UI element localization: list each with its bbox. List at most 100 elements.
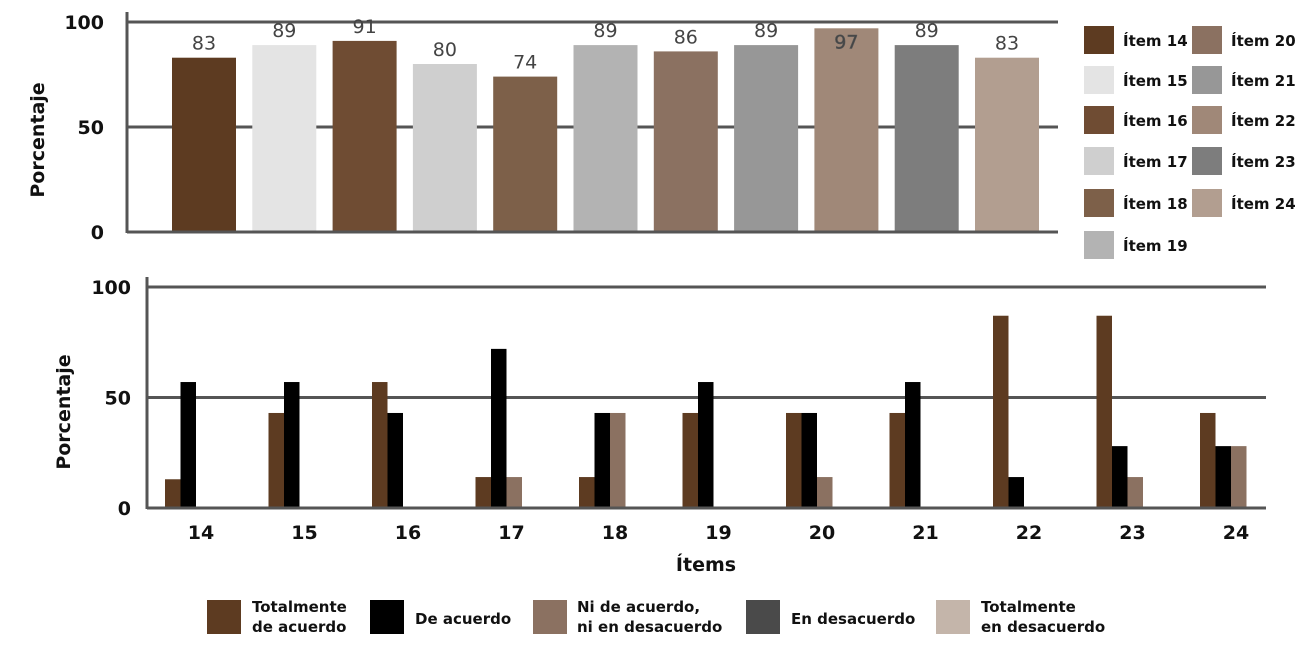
- bottom-bar: [1096, 315, 1112, 508]
- bottom-y-tick-label: 50: [105, 388, 131, 410]
- top-legend-swatch: [1084, 66, 1114, 94]
- bottom-y-axis-title: Porcentaje: [53, 354, 75, 469]
- top-legend-swatch: [1084, 189, 1114, 217]
- top-y-axis-title: Porcentaje: [27, 82, 49, 197]
- bottom-x-tick-label: 15: [291, 522, 317, 544]
- top-legend-label: Ítem 21: [1231, 71, 1296, 90]
- top-bar-chart: 83 89 91 80 74 89 86 89 97 89 83 0 50 100 Porcentaje: [27, 12, 1058, 244]
- top-y-tick-label: 50: [78, 117, 104, 139]
- bottom-bar: [1008, 477, 1024, 508]
- bottom-y-tick-label: 100: [91, 277, 131, 299]
- bottom-legend-swatch: [207, 600, 241, 634]
- bottom-bar: [579, 477, 595, 508]
- top-legend-swatch: [1192, 66, 1222, 94]
- top-legend-label: Ítem 22: [1231, 111, 1296, 130]
- top-bar: [573, 45, 638, 232]
- bottom-bar: [1200, 412, 1216, 508]
- bottom-bar: [1215, 446, 1231, 508]
- bottom-x-tick-label: 14: [188, 522, 214, 544]
- bottom-x-axis-title: Ítems: [676, 553, 736, 576]
- top-value-label: 97: [834, 31, 858, 53]
- top-legend-swatch: [1192, 189, 1222, 217]
- bottom-bar: [1112, 446, 1128, 508]
- bottom-legend-label: Ni de acuerdo,: [577, 598, 700, 616]
- top-legend-label: Ítem 20: [1231, 31, 1296, 50]
- top-legend: Ítem 14 Ítem 15 Ítem 16 Ítem 17 Ítem 18 Ítem …: [1084, 26, 1296, 259]
- bottom-legend: Totalmente de acuerdo De acuerdo Ni de acue…: [207, 598, 1105, 636]
- bottom-x-tick-label: 17: [498, 522, 524, 544]
- bottom-bar: [475, 477, 491, 508]
- bottom-x-tick-label: 21: [912, 522, 938, 544]
- bottom-legend-swatch: [936, 600, 970, 634]
- top-legend-swatch: [1084, 231, 1114, 259]
- bottom-x-tick-label: 23: [1119, 522, 1145, 544]
- bottom-x-tick-label: 24: [1223, 522, 1249, 544]
- bottom-legend-label: Totalmente: [981, 598, 1076, 616]
- top-bar: [894, 45, 959, 232]
- bottom-legend-label: en desacuerdo: [981, 618, 1105, 636]
- bottom-bar: [682, 412, 698, 508]
- bottom-bar: [284, 382, 300, 508]
- top-legend-swatch: [1192, 147, 1222, 175]
- top-y-tick-label: 0: [91, 222, 104, 244]
- bottom-x-tick-label: 16: [395, 522, 421, 544]
- bottom-bar: [905, 382, 921, 508]
- top-bar: [814, 28, 879, 232]
- top-value-label: 89: [915, 20, 939, 42]
- top-value-label: 89: [272, 20, 296, 42]
- bottom-bar: [786, 412, 802, 508]
- bottom-legend-label: En desacuerdo: [791, 610, 915, 628]
- top-legend-label: Ítem 19: [1123, 236, 1188, 255]
- bottom-legend-swatch: [370, 600, 404, 634]
- top-legend-label: Ítem 14: [1123, 31, 1188, 50]
- top-legend-swatch: [1084, 147, 1114, 175]
- bottom-bar: [993, 315, 1009, 508]
- top-value-label: 89: [754, 20, 778, 42]
- top-value-label: 83: [995, 33, 1019, 55]
- bottom-bar: [372, 382, 388, 508]
- top-legend-swatch: [1084, 26, 1114, 54]
- bottom-legend-swatch: [746, 600, 780, 634]
- bottom-bar: [1127, 477, 1143, 508]
- top-bar: [493, 76, 558, 232]
- top-value-label: 83: [192, 33, 216, 55]
- top-value-label: 86: [674, 26, 698, 48]
- bottom-grouped-bar-chart: 14 15 16 17 18 19 20 21 22 23 24 0 50 100 Porcentaje Ít…: [53, 277, 1266, 576]
- bottom-bar: [594, 412, 610, 508]
- top-y-tick-label: 100: [64, 12, 104, 34]
- bottom-bar: [387, 412, 403, 508]
- top-value-label: 80: [433, 39, 457, 61]
- bottom-x-tick-label: 20: [809, 522, 835, 544]
- bottom-bar: [817, 477, 833, 508]
- bottom-x-tick-label: 22: [1016, 522, 1042, 544]
- top-legend-swatch: [1192, 106, 1222, 134]
- bottom-bar: [801, 412, 817, 508]
- bottom-bar: [268, 412, 284, 508]
- bottom-legend-label: ni en desacuerdo: [577, 618, 722, 636]
- top-value-label: 89: [593, 20, 617, 42]
- top-bar: [412, 64, 477, 232]
- top-legend-label: Ítem 15: [1123, 71, 1188, 90]
- bottom-bar: [491, 348, 507, 508]
- top-legend-label: Ítem 16: [1123, 111, 1188, 130]
- top-bar: [734, 45, 799, 232]
- top-legend-label: Ítem 24: [1231, 194, 1296, 213]
- top-bar: [975, 57, 1039, 233]
- top-legend-swatch: [1084, 106, 1114, 134]
- top-bar: [332, 40, 397, 233]
- bottom-legend-label: de acuerdo: [252, 618, 346, 636]
- bottom-bar: [506, 477, 522, 508]
- bottom-bar: [1231, 446, 1247, 508]
- top-legend-label: Ítem 17: [1123, 152, 1188, 171]
- top-legend-swatch: [1192, 26, 1222, 54]
- top-bar: [252, 45, 317, 232]
- bottom-x-tick-label: 18: [602, 522, 628, 544]
- top-bar: [653, 51, 718, 233]
- bottom-bar: [610, 412, 626, 508]
- bottom-x-tick-label: 19: [705, 522, 731, 544]
- top-value-label: 91: [353, 16, 377, 38]
- bottom-bar: [165, 479, 181, 508]
- bottom-y-tick-label: 0: [118, 498, 131, 520]
